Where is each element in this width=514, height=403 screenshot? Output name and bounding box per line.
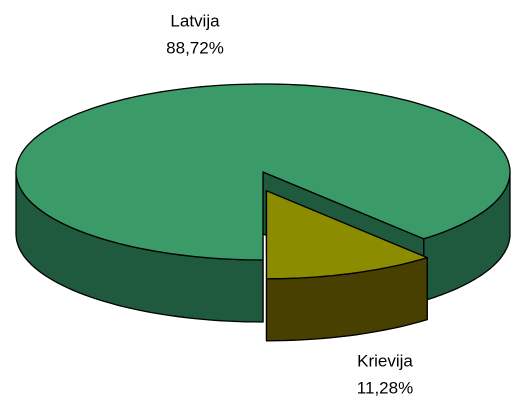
slice (265, 190, 428, 280)
slice-label: Krievija (357, 351, 413, 370)
slice (15, 83, 511, 261)
slice-label: Latvija (170, 11, 220, 30)
pie (15, 83, 511, 342)
slice-value-label: 11,28% (357, 378, 413, 397)
slice-value-label: 88,72% (166, 38, 224, 57)
